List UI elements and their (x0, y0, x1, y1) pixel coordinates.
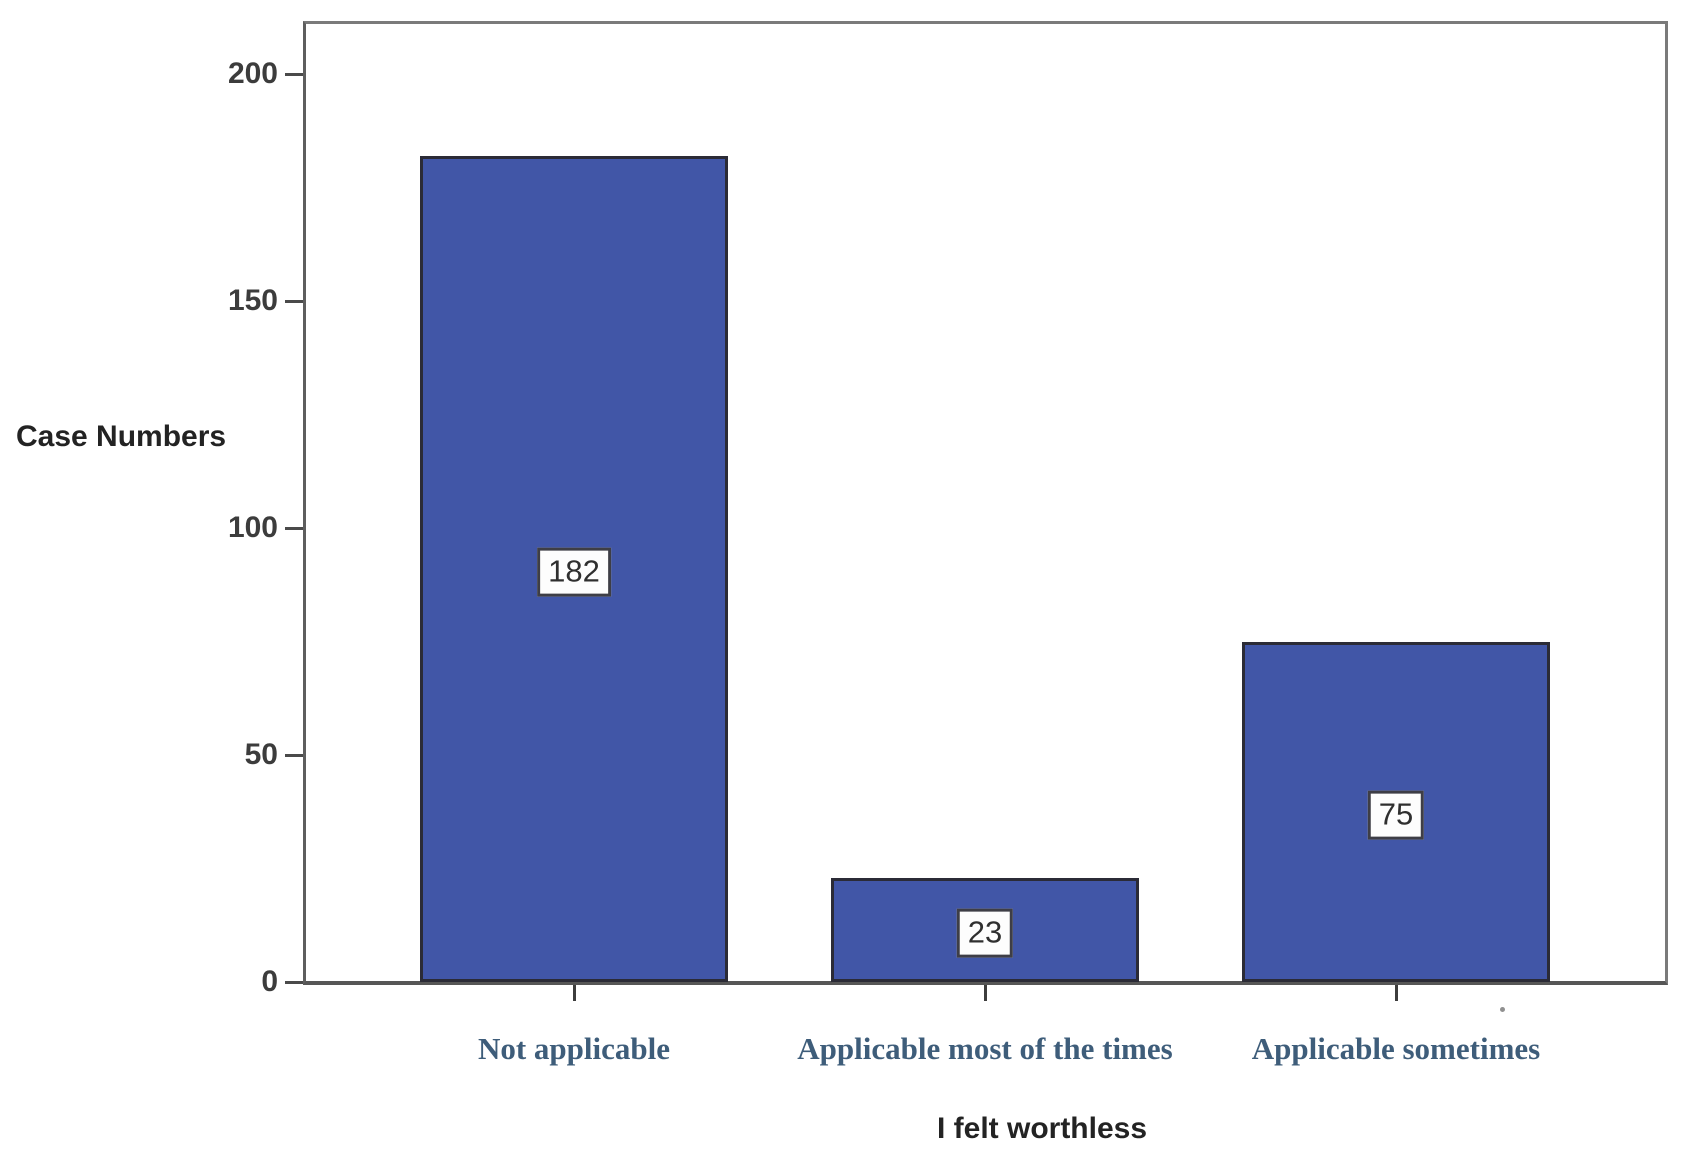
x-tick-mark (1394, 985, 1398, 1001)
stray-dot-artifact (1500, 1007, 1505, 1012)
y-tick-mark (285, 980, 303, 984)
x-category-label: Applicable most of the times (797, 1031, 1173, 1066)
y-tick-mark (285, 299, 303, 303)
x-category-label: Not applicable (477, 1031, 671, 1066)
x-tick-mark (572, 985, 576, 1001)
y-tick-label: 50 (244, 738, 278, 771)
x-tick-mark (983, 985, 987, 1001)
y-axis-title: Case Numbers (16, 420, 227, 453)
y-tick-label: 0 (261, 965, 278, 998)
bar-value-label: 75 (1367, 790, 1425, 840)
y-tick-label: 200 (227, 57, 278, 90)
x-axis-title: I felt worthless (936, 1112, 1148, 1145)
bar-value-label: 182 (537, 547, 611, 597)
y-tick-mark (285, 72, 303, 76)
y-tick-label: 150 (227, 284, 278, 317)
y-tick-label: 100 (227, 511, 278, 544)
bar-value-label: 23 (956, 908, 1014, 958)
y-tick-mark (285, 753, 303, 757)
y-tick-mark (285, 526, 303, 530)
x-category-label: Applicable sometimes (1251, 1031, 1541, 1066)
